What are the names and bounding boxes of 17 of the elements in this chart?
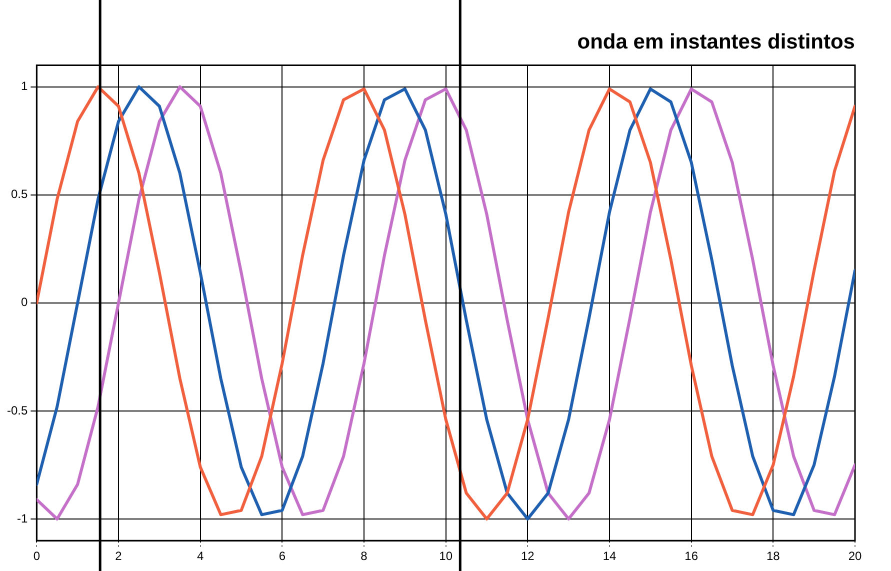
x-tick-label: 16	[684, 549, 698, 564]
x-tick-label: 20	[848, 549, 862, 564]
y-tick-label: 0	[20, 295, 28, 310]
x-tick-label: 4	[197, 549, 204, 564]
x-tick-label: 14	[602, 549, 616, 564]
chart-title: onda em instantes distintos	[577, 30, 855, 54]
y-tick-label: 1	[20, 79, 28, 94]
x-tick-label: 18	[766, 549, 780, 564]
x-tick-label: 12	[520, 549, 535, 564]
x-tick-label: 6	[278, 549, 286, 564]
x-tick-label: 2	[115, 549, 122, 564]
x-tick-label: 10	[439, 549, 453, 564]
x-tick-label: 0	[33, 549, 40, 564]
y-tick-label: 0.5	[10, 187, 28, 202]
y-tick-label: -1	[17, 511, 28, 526]
y-tick-label: -0.5	[6, 403, 28, 418]
x-tick-label: 8	[360, 549, 368, 564]
